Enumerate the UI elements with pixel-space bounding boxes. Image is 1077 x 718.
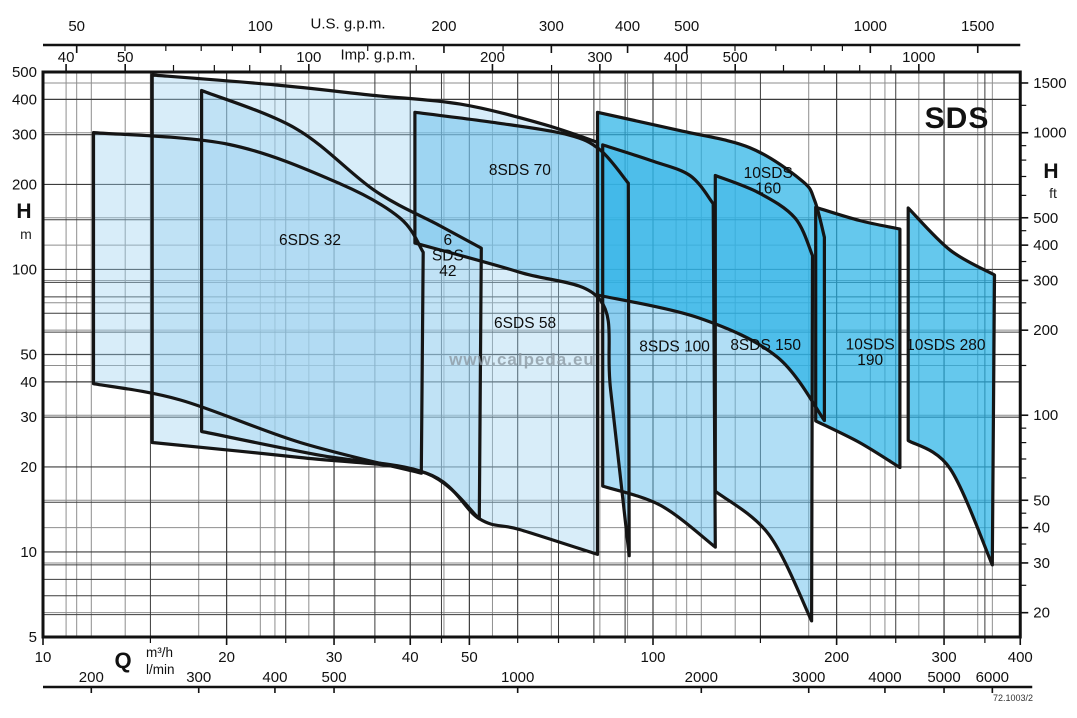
flow-unit-lmin: l/min	[146, 662, 175, 677]
svg-text:20: 20	[20, 459, 37, 476]
svg-text:500: 500	[322, 669, 347, 686]
svg-text:10: 10	[20, 544, 37, 561]
flow-axis-symbol: Q	[114, 648, 132, 673]
svg-text:500: 500	[674, 18, 699, 35]
svg-text:500: 500	[723, 49, 748, 66]
svg-text:1500: 1500	[961, 18, 994, 35]
svg-text:2000: 2000	[685, 669, 718, 686]
svg-text:400: 400	[615, 18, 640, 35]
svg-text:30: 30	[326, 649, 343, 666]
envelope-10sds-190	[815, 207, 900, 468]
model-label-10sds-190: 10SDS 190	[846, 336, 895, 369]
envelope-10sds-280	[908, 208, 995, 565]
svg-text:50: 50	[68, 18, 85, 35]
svg-text:5: 5	[29, 629, 37, 646]
svg-text:1000: 1000	[854, 18, 887, 35]
envelope-fills	[93, 75, 995, 621]
svg-text:30: 30	[1033, 555, 1050, 572]
chart-series-title: SDS	[924, 102, 990, 135]
svg-text:20: 20	[218, 649, 235, 666]
svg-text:100: 100	[1033, 407, 1058, 424]
model-label-6sds-32: 6SDS 32	[279, 232, 341, 249]
envelope-6sds-32	[93, 132, 424, 474]
left-axis: 5 10 20 30 40 50 100 200 300 400 500	[12, 64, 37, 646]
svg-text:40: 40	[58, 49, 75, 66]
svg-text:1000: 1000	[902, 49, 935, 66]
flow-axis-units: m³/h l/min	[146, 644, 175, 678]
svg-text:50: 50	[20, 347, 37, 364]
svg-text:300: 300	[1033, 272, 1058, 289]
svg-text:20: 20	[1033, 605, 1050, 622]
flow-unit-m3h: m³/h	[146, 645, 173, 660]
head-axis-symbol-left: H	[16, 200, 32, 223]
bottom-axes: 10 20 30 40 50 100 200 300 400 200 300 400 500 1000 20…	[35, 637, 1033, 693]
svg-text:30: 30	[20, 409, 37, 426]
svg-text:400: 400	[12, 91, 37, 108]
svg-text:50: 50	[1033, 492, 1050, 509]
model-label-6sds-58: 6SDS 58	[494, 315, 556, 332]
svg-text:1000: 1000	[501, 669, 534, 686]
svg-text:200: 200	[1033, 322, 1058, 339]
svg-text:50: 50	[461, 649, 478, 666]
right-axis: 20 30 40 50 100 200 300 400 500 1000 1500	[1020, 75, 1067, 622]
svg-text:200: 200	[824, 649, 849, 666]
svg-text:3000: 3000	[792, 669, 825, 686]
model-label-8sds-70: 8SDS 70	[489, 162, 551, 179]
model-label-10sds-280: 10SDS 280	[906, 337, 986, 354]
envelope-6sds-42	[201, 90, 482, 519]
svg-text:4000: 4000	[868, 669, 901, 686]
svg-text:100: 100	[248, 18, 273, 35]
svg-text:500: 500	[12, 64, 37, 81]
model-labels: 6SDS 32 6 SDS 42 6SDS 58 8SDS 70 8SDS 100 8SDS …	[279, 162, 986, 369]
watermark: www.calpeda.eu	[449, 350, 595, 369]
svg-text:300: 300	[587, 49, 612, 66]
svg-text:200: 200	[431, 18, 456, 35]
svg-text:200: 200	[79, 669, 104, 686]
svg-text:200: 200	[12, 176, 37, 193]
head-axis-unit-right: ft	[1049, 185, 1057, 201]
model-label-8sds-150: 8SDS 150	[730, 337, 801, 354]
svg-text:100: 100	[640, 649, 665, 666]
model-label-8sds-100: 8SDS 100	[639, 339, 710, 356]
svg-text:300: 300	[539, 18, 564, 35]
svg-text:200: 200	[480, 49, 505, 66]
model-label-6sds-42: 6 SDS 42	[432, 232, 464, 280]
svg-text:50: 50	[117, 49, 134, 66]
imp-gpm-axis-title: Imp. g.p.m.	[340, 46, 416, 64]
figure-code: 72.1003/2	[992, 693, 1033, 703]
svg-text:100: 100	[296, 49, 321, 66]
svg-text:5000: 5000	[927, 669, 960, 686]
svg-text:300: 300	[12, 127, 37, 144]
envelope-outlines	[91, 73, 997, 623]
svg-text:1000: 1000	[1033, 125, 1066, 142]
svg-text:6000: 6000	[976, 669, 1009, 686]
svg-text:40: 40	[1033, 520, 1050, 537]
svg-text:100: 100	[12, 261, 37, 278]
svg-text:400: 400	[262, 669, 287, 686]
envelope-8sds-70	[414, 112, 630, 556]
svg-text:40: 40	[402, 649, 419, 666]
head-axis-unit-left: m	[20, 226, 32, 242]
svg-text:300: 300	[932, 649, 957, 666]
svg-text:10: 10	[35, 649, 52, 666]
svg-text:300: 300	[186, 669, 211, 686]
svg-text:1500: 1500	[1033, 75, 1066, 92]
svg-text:400: 400	[1033, 237, 1058, 254]
svg-text:400: 400	[1008, 649, 1033, 666]
svg-text:400: 400	[664, 49, 689, 66]
envelope-10sds-160	[597, 112, 825, 421]
svg-text:40: 40	[20, 374, 37, 391]
model-label-10sds-160: 10SDS 160	[744, 165, 793, 198]
head-axis-symbol-right: H	[1043, 160, 1059, 183]
svg-text:500: 500	[1033, 210, 1058, 227]
us-gpm-axis-title: U.S. g.p.m.	[310, 15, 386, 33]
